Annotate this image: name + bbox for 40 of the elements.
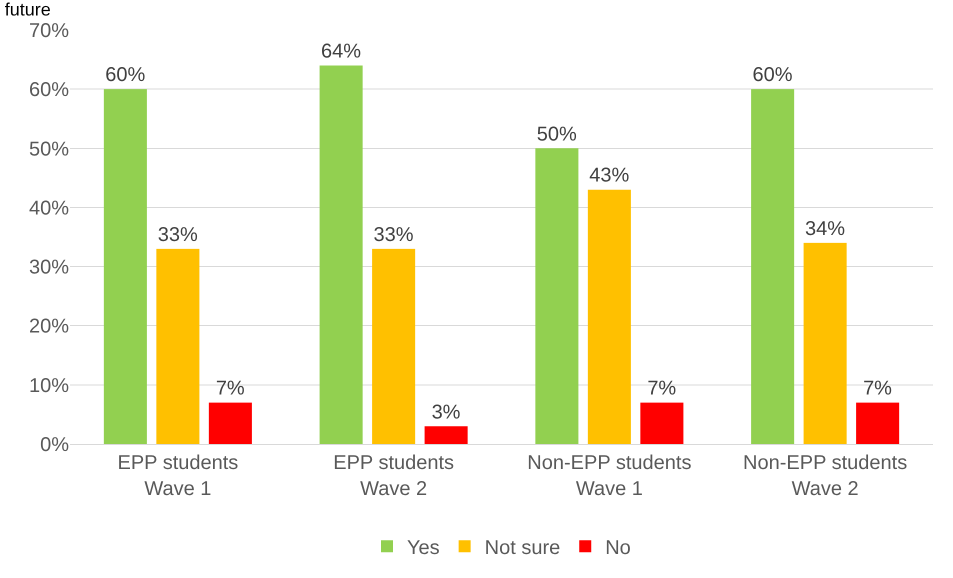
data-label: 33% <box>374 224 414 246</box>
y-tick-label: 10% <box>28 374 70 397</box>
bar <box>751 89 794 444</box>
bar <box>640 402 684 444</box>
data-label: 7% <box>863 378 892 400</box>
data-label: 3% <box>432 401 461 424</box>
legend-label: No <box>605 537 631 560</box>
data-label: 50% <box>536 123 577 146</box>
x-tick-label: EPP students Wave 2 <box>333 452 454 500</box>
bar <box>535 148 578 444</box>
y-tick-label: 70% <box>28 20 70 42</box>
y-tick-label: 0% <box>40 434 70 456</box>
bar <box>372 248 416 444</box>
x-tick-label: Non-EPP students Wave 2 <box>743 452 908 500</box>
y-tick-label: 30% <box>28 256 70 279</box>
data-label: 7% <box>647 378 676 400</box>
data-label: 43% <box>589 164 630 187</box>
y-tick-label: 60% <box>28 79 70 102</box>
bar <box>856 402 900 444</box>
data-label: 60% <box>105 64 146 86</box>
legend-label: Not sure <box>484 537 560 560</box>
data-label: 34% <box>805 218 846 240</box>
data-label: 64% <box>321 40 362 62</box>
bar <box>320 65 363 444</box>
bar <box>208 402 252 444</box>
bar <box>424 426 468 444</box>
y-tick-label: 50% <box>28 138 70 160</box>
legend-label: Yes <box>407 537 440 560</box>
bar <box>588 190 631 444</box>
bar <box>804 242 847 444</box>
y-tick-label: 20% <box>28 316 70 338</box>
data-label: 33% <box>158 224 198 246</box>
chart-title: future <box>4 0 51 20</box>
x-tick-label: EPP students Wave 1 <box>117 452 238 500</box>
data-label: 7% <box>216 378 245 400</box>
bar <box>156 248 200 444</box>
y-tick-label: 40% <box>28 197 70 220</box>
data-label: 60% <box>752 64 793 86</box>
x-tick-label: Non-EPP students Wave 1 <box>527 452 692 500</box>
bar <box>104 89 147 444</box>
